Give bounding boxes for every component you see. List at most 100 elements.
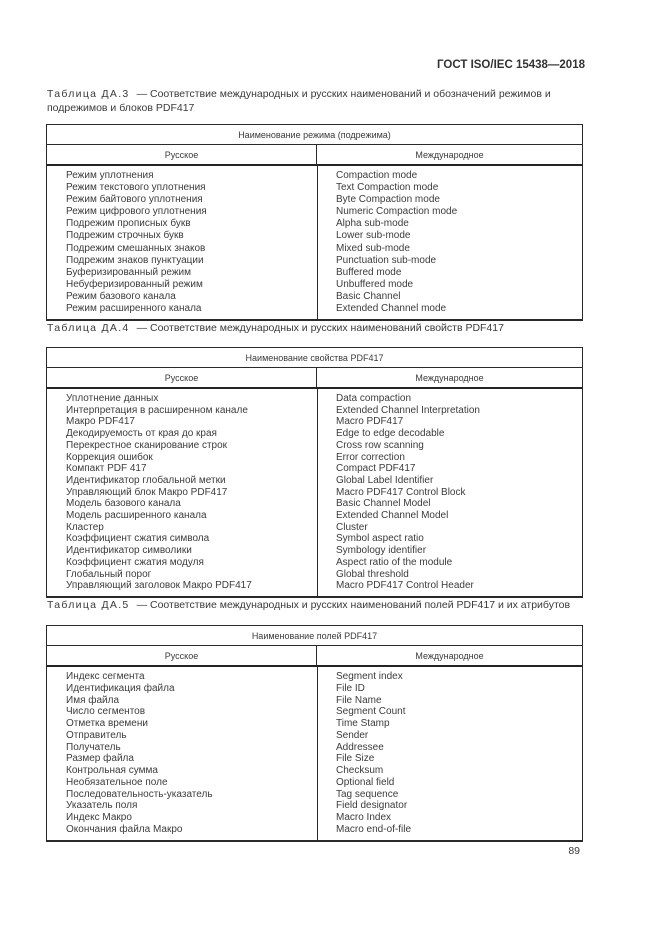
- cell-international: Data compaction: [336, 393, 412, 404]
- column-divider: [317, 667, 318, 840]
- cell-russian: Управляющий блок Макро PDF417: [66, 486, 228, 498]
- table-row: Контрольная сумма Checksum: [47, 765, 582, 777]
- table-row: Управляющий блок Макро PDF417 Macro PDF41…: [47, 487, 582, 499]
- cell-russian: Указатель поля: [66, 800, 138, 812]
- table-row: Режим цифрового уплотнения Numeric Compac…: [47, 206, 582, 218]
- cell-international: Unbuffered mode: [336, 278, 414, 290]
- table-caption-label: Таблица ДА.3: [47, 88, 130, 100]
- cell-international: Text Compaction mode: [336, 182, 439, 194]
- table-row: Коэффициент сжатия модуля Aspect ratio of…: [47, 557, 582, 569]
- page-number: 89: [568, 845, 580, 857]
- group-header-cell: Наименование полей PDF417: [47, 626, 582, 646]
- cell-russian: Небуферизированный режим: [66, 278, 203, 290]
- table-row: Окончания файла Макро Macro end-of-file: [47, 824, 582, 836]
- cell-russian: Получатель: [66, 741, 121, 753]
- table-row: Управляющий заголовок Макро PDF417 Macro …: [47, 580, 582, 592]
- cell-international: Sender: [336, 729, 369, 741]
- cell-international: Field designator: [336, 800, 408, 812]
- cell-russian: Необязательное поле: [66, 776, 168, 788]
- table-row: Подрежим прописных букв Alpha sub-mode: [47, 218, 582, 230]
- cell-russian: Отметка времени: [66, 718, 148, 729]
- cell-russian: Число сегментов: [66, 706, 146, 718]
- table-body: Режим уплотнения Compaction mode Режим тек…: [47, 166, 582, 320]
- cell-international: Punctuation sub-mode: [336, 254, 437, 266]
- table-row: Буферизированный режим Buffered mode: [47, 267, 582, 279]
- cell-russian: Последовательность-указатель: [66, 788, 213, 800]
- table-row: Имя файла File Name: [47, 695, 582, 707]
- table-da5: Наименование полей PDF417 Русское Междун…: [46, 625, 583, 842]
- cell-international: Edge to edge decodable: [336, 428, 445, 440]
- cell-international: Alpha sub-mode: [336, 218, 409, 230]
- cell-russian: Режим текстового уплотнения: [66, 182, 206, 194]
- table-row: Интерпретация в расширенном канале Extend…: [47, 405, 582, 417]
- cell-international: File Size: [336, 753, 375, 765]
- table-row: Кластер Cluster: [47, 522, 582, 534]
- table-row: Коэффициент сжатия символа Symbol aspect …: [47, 533, 582, 545]
- cell-international: Aspect ratio of the module: [336, 556, 453, 568]
- table-row: Перекрестное сканирование строк Cross row…: [47, 440, 582, 452]
- table-caption-text: — Соответствие международных и русских н…: [136, 322, 504, 334]
- cell-international: Error correction: [336, 451, 405, 463]
- column-divider: [317, 389, 318, 596]
- table-row: Последовательность-указатель Tag sequence: [47, 789, 582, 801]
- cell-russian: Буферизированный режим: [66, 266, 191, 278]
- cell-international: Global Label Identifier: [336, 474, 434, 486]
- cell-international: Extended Channel Model: [336, 510, 449, 522]
- cell-russian: Коэффициент сжатия символа: [66, 533, 210, 545]
- table-body: Индекс сегмента Segment index Идентификаци…: [47, 667, 582, 840]
- column-headers: Русское Международное: [47, 145, 582, 166]
- table-row: Уплотнение данных Data compaction: [47, 393, 582, 405]
- table-caption-label: Таблица ДА.4: [47, 322, 130, 334]
- cell-russian: Контрольная сумма: [66, 765, 158, 776]
- cell-russian: Режим байтового уплотнения: [66, 194, 203, 206]
- table-row: Отметка времени Time Stamp: [47, 718, 582, 730]
- table-row: Режим расширенного канала Extended Channe…: [47, 303, 582, 315]
- cell-international: File Name: [336, 694, 382, 706]
- cell-international: Basic Channel Model: [336, 498, 431, 510]
- table-body: Уплотнение данных Data compaction Интерпре…: [47, 389, 582, 596]
- cell-russian: Режим расширенного канала: [66, 303, 202, 315]
- column-header-international: Международное: [415, 373, 484, 383]
- cell-international: Macro PDF417 Control Block: [336, 486, 466, 498]
- cell-russian: Режим цифрового уплотнения: [66, 206, 207, 218]
- cell-russian: Коррекция ошибок: [66, 451, 153, 463]
- cell-international: Macro end-of-file: [336, 823, 412, 835]
- cell-russian: Перекрестное сканирование строк: [66, 439, 228, 451]
- cell-russian: Управляющий заголовок Макро PDF417: [66, 580, 252, 592]
- cell-international: Cross row scanning: [336, 439, 424, 451]
- cell-russian: Подрежим смешанных знаков: [66, 242, 206, 254]
- cell-international: Checksum: [336, 765, 384, 776]
- column-header-russian: Русское: [47, 368, 317, 387]
- cell-russian: Режим уплотнения: [66, 170, 154, 181]
- table-caption-da5: Таблица ДА.5 — Соответствие международных…: [47, 599, 585, 613]
- cell-international: Segment index: [336, 671, 403, 682]
- table-caption-label: Таблица ДА.5: [47, 599, 130, 611]
- table-row: Небуферизированный режим Unbuffered mode: [47, 279, 582, 291]
- cell-international: File ID: [336, 682, 365, 694]
- table-da4: Наименование свойства PDF417 Русское Меж…: [46, 347, 583, 598]
- table-row: Модель расширенного канала Extended Chann…: [47, 510, 582, 522]
- column-headers: Русское Международное: [47, 646, 582, 667]
- cell-international: Extended Channel mode: [336, 303, 447, 315]
- cell-international: Optional field: [336, 776, 395, 788]
- table-row: Идентификация файла File ID: [47, 683, 582, 695]
- cell-russian: Режим базового канала: [66, 290, 176, 302]
- cell-russian: Имя файла: [66, 694, 120, 706]
- cell-international: Macro Index: [336, 812, 392, 823]
- cell-russian: Компакт PDF 417: [66, 463, 147, 475]
- table-row: Декодируемость от края до края Edge to ed…: [47, 428, 582, 440]
- cell-international: Compaction mode: [336, 170, 418, 181]
- table-row: Макро PDF417 Macro PDF417: [47, 416, 582, 428]
- table-row: Режим уплотнения Compaction mode: [47, 170, 582, 182]
- cell-russian: Окончания файла Макро: [66, 823, 183, 835]
- table-row: Подрежим смешанных знаков Mixed sub-mode: [47, 243, 582, 255]
- cell-russian: Идентификация файла: [66, 682, 175, 694]
- table-caption-da4: Таблица ДА.4 — Соответствие международных…: [47, 322, 585, 336]
- cell-russian: Подрежим прописных букв: [66, 218, 191, 230]
- cell-international: Segment Count: [336, 706, 406, 718]
- column-header-international: Международное: [415, 150, 484, 160]
- cell-russian: Глобальный порог: [66, 568, 152, 580]
- cell-international: Addressee: [336, 741, 384, 753]
- cell-russian: Индекс сегмента: [66, 671, 145, 682]
